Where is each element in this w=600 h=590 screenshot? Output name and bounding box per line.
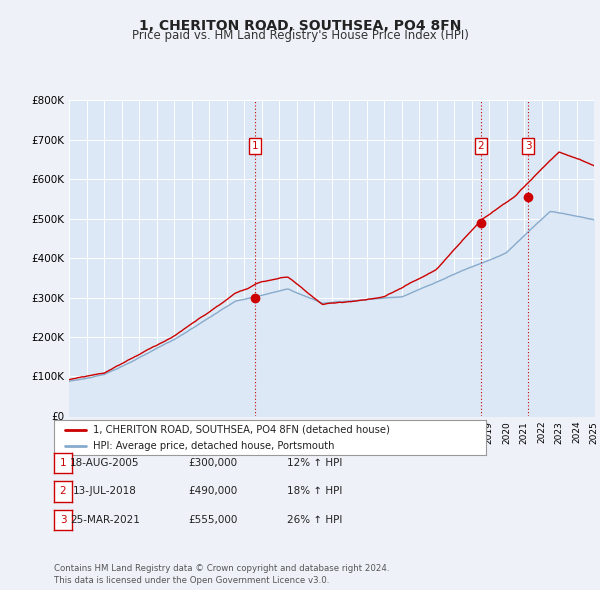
Text: 13-JUL-2018: 13-JUL-2018 (73, 487, 137, 496)
Text: Price paid vs. HM Land Registry's House Price Index (HPI): Price paid vs. HM Land Registry's House … (131, 30, 469, 42)
Text: Contains HM Land Registry data © Crown copyright and database right 2024.
This d: Contains HM Land Registry data © Crown c… (54, 565, 389, 585)
Text: 1, CHERITON ROAD, SOUTHSEA, PO4 8FN: 1, CHERITON ROAD, SOUTHSEA, PO4 8FN (139, 19, 461, 33)
Text: 2: 2 (59, 487, 67, 496)
Text: 1, CHERITON ROAD, SOUTHSEA, PO4 8FN (detached house): 1, CHERITON ROAD, SOUTHSEA, PO4 8FN (det… (93, 425, 390, 435)
Text: 18-AUG-2005: 18-AUG-2005 (70, 458, 140, 468)
Text: 12% ↑ HPI: 12% ↑ HPI (287, 458, 343, 468)
Text: £490,000: £490,000 (188, 487, 238, 496)
Text: 25-MAR-2021: 25-MAR-2021 (70, 515, 140, 525)
Text: 1: 1 (252, 141, 259, 151)
Text: 26% ↑ HPI: 26% ↑ HPI (287, 515, 343, 525)
Text: £555,000: £555,000 (188, 515, 238, 525)
Text: £300,000: £300,000 (188, 458, 238, 468)
Text: 3: 3 (525, 141, 532, 151)
Text: 2: 2 (478, 141, 484, 151)
Text: 18% ↑ HPI: 18% ↑ HPI (287, 487, 343, 496)
Text: 1: 1 (59, 458, 67, 468)
Text: 3: 3 (59, 515, 67, 525)
Text: HPI: Average price, detached house, Portsmouth: HPI: Average price, detached house, Port… (93, 441, 334, 451)
